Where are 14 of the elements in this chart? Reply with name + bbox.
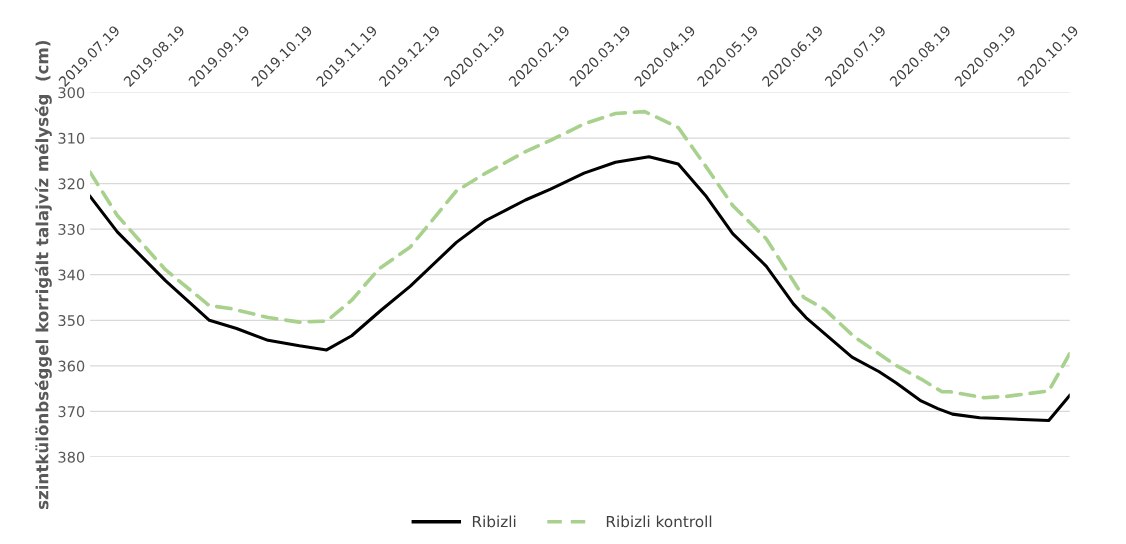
y-tick-label: 330	[58, 223, 85, 235]
legend-label: Ribizli	[472, 515, 516, 528]
y-tick-label: 310	[58, 132, 85, 144]
y-tick-label: 300	[58, 87, 85, 99]
line-series	[90, 155, 1070, 423]
y-tick-label: 340	[58, 269, 85, 281]
line-series	[90, 109, 1070, 400]
y-tick-label: 350	[58, 315, 85, 327]
y-tick-label: 370	[58, 406, 85, 418]
y-axis-title: szintkülönbséggel korrigált talajvíz mélység (cm)	[34, 40, 52, 510]
y-tick-label: 320	[58, 178, 85, 190]
legend-label: Ribizli kontroll	[606, 515, 712, 528]
y-tick-label: 380	[58, 451, 85, 463]
y-tick-label: 360	[58, 360, 85, 372]
